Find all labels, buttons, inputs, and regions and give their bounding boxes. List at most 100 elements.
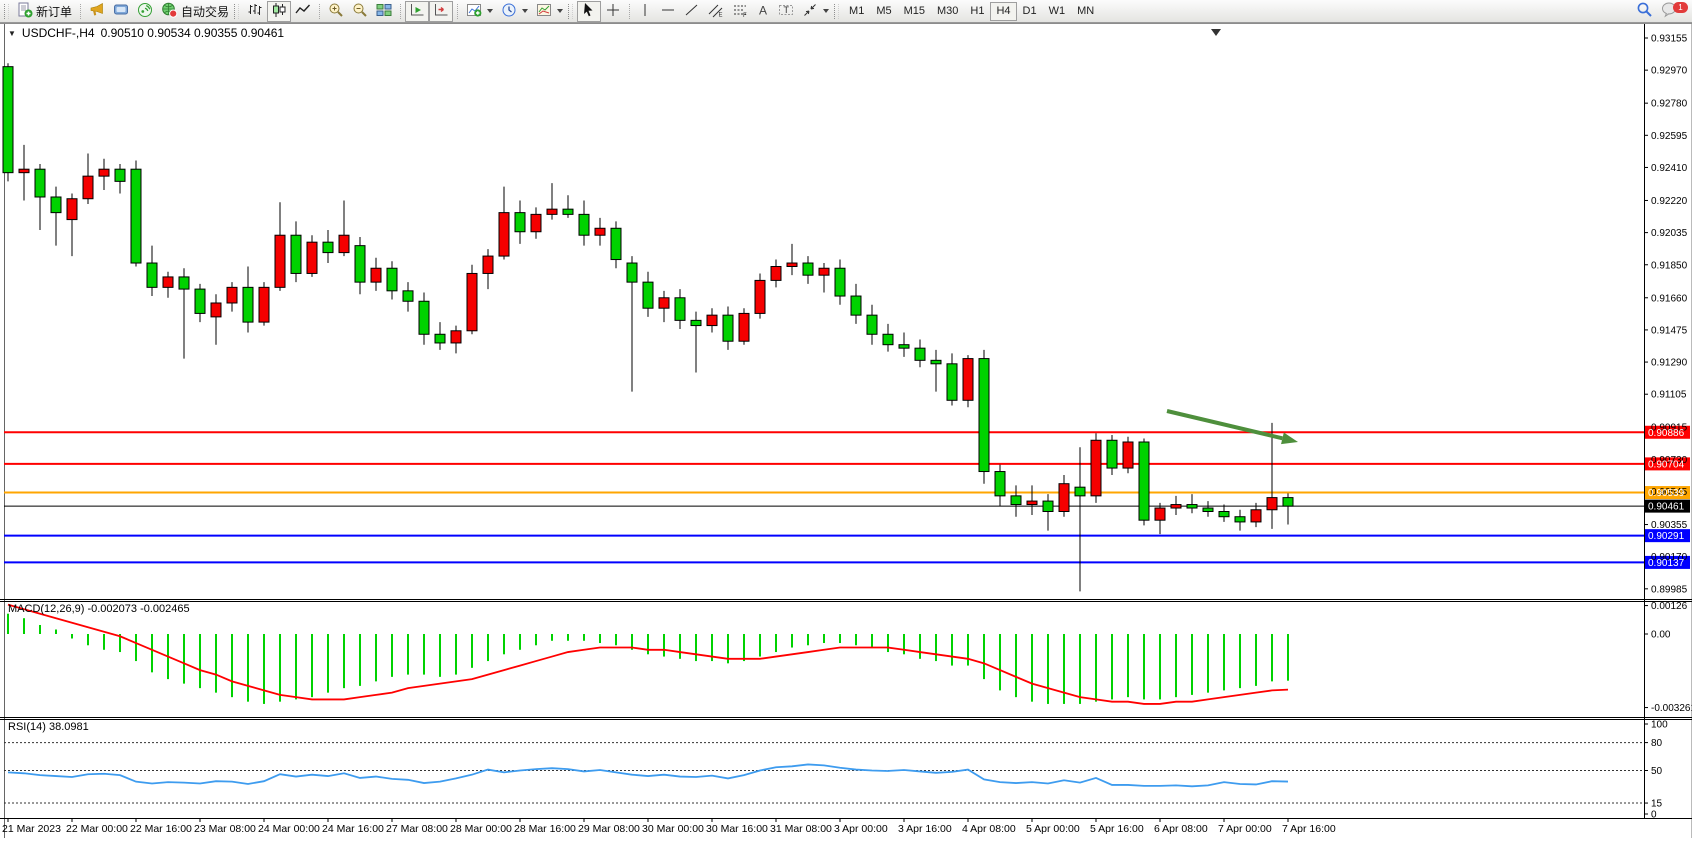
text-label-button[interactable]: T — [774, 1, 798, 22]
chevron-down-icon — [522, 9, 529, 13]
notification-badge: 1 — [1673, 2, 1688, 13]
svg-text:6 Apr 08:00: 6 Apr 08:00 — [1154, 823, 1208, 835]
svg-text:0.90915: 0.90915 — [1651, 423, 1688, 434]
search-icon — [1636, 1, 1653, 21]
symbol-dropdown-icon[interactable]: ▼ — [8, 28, 16, 38]
svg-text:7 Apr 00:00: 7 Apr 00:00 — [1218, 823, 1272, 835]
timeframe-button-M1[interactable]: M1 — [849, 5, 865, 17]
svg-text:4 Apr 08:00: 4 Apr 08:00 — [962, 823, 1016, 835]
time-axis — [7, 818, 1289, 822]
timeframe-button-M5[interactable]: M5 — [876, 5, 892, 17]
svg-text:0.93155: 0.93155 — [1651, 34, 1688, 45]
svg-text:0.90461: 0.90461 — [1648, 502, 1685, 513]
svg-text:0.91850: 0.91850 — [1651, 260, 1688, 271]
line-chart-button[interactable] — [291, 1, 315, 22]
horizontal-level-lines[interactable] — [4, 431, 1644, 564]
svg-text:0.91105: 0.91105 — [1651, 390, 1687, 401]
svg-text:0.89985: 0.89985 — [1651, 584, 1688, 595]
tile-windows-button[interactable] — [372, 1, 396, 22]
timeframe-button-D1[interactable]: D1 — [1022, 5, 1037, 17]
cursor-button[interactable] — [577, 0, 602, 22]
svg-text:0.90291: 0.90291 — [1648, 531, 1685, 542]
svg-text:3 Apr 00:00: 3 Apr 00:00 — [834, 823, 888, 835]
toolbar-grip[interactable] — [4, 3, 9, 19]
timeframe-button-W1[interactable]: W1 — [1048, 5, 1066, 17]
vertical-line-button[interactable] — [634, 1, 656, 22]
trendline-button[interactable] — [680, 1, 704, 22]
svg-text:30 Mar 00:00: 30 Mar 00:00 — [642, 823, 704, 835]
svg-text:100: 100 — [1651, 720, 1668, 731]
svg-text:15: 15 — [1651, 799, 1663, 810]
periods-button[interactable] — [497, 1, 532, 22]
timeframe-button-M15[interactable]: M15 — [903, 5, 925, 17]
svg-text:0.90170: 0.90170 — [1651, 552, 1688, 563]
svg-text:31 Mar 08:00: 31 Mar 08:00 — [770, 823, 832, 835]
svg-text:0.90137: 0.90137 — [1648, 558, 1685, 569]
horizontal-line-button[interactable] — [656, 1, 680, 22]
bar-chart-icon — [247, 2, 263, 21]
rsi-panel[interactable] — [4, 723, 1648, 815]
svg-text:27 Mar 08:00: 27 Mar 08:00 — [386, 823, 448, 835]
timeframe-button-H4[interactable]: H4 — [990, 1, 1017, 21]
signals-icon — [137, 2, 153, 21]
svg-text:0.90886: 0.90886 — [1648, 428, 1685, 439]
zoom-in-icon — [328, 2, 344, 21]
svg-text:28 Mar 16:00: 28 Mar 16:00 — [514, 823, 576, 835]
text-label-icon: T — [778, 2, 794, 21]
svg-text:0.92970: 0.92970 — [1651, 66, 1688, 77]
toolbar-grip[interactable] — [834, 3, 840, 19]
horizontal-line-icon — [660, 2, 676, 21]
chart-canvas[interactable]: 0.93155 0.92970 0.92780 0.92595 0.92410 0.922… — [0, 23, 1692, 849]
auto-trading-globe-icon — [161, 2, 178, 21]
templates-button[interactable] — [532, 1, 567, 22]
svg-text:0.92595: 0.92595 — [1651, 131, 1688, 142]
arrows-button[interactable] — [798, 1, 833, 22]
channel-button[interactable]: E — [704, 1, 728, 22]
bar-chart-button[interactable] — [243, 1, 267, 22]
auto-scroll-button[interactable] — [405, 0, 430, 22]
chart-shift-button[interactable] — [429, 0, 454, 22]
timeframe-button-M30[interactable]: M30 — [937, 5, 959, 17]
svg-text:0.92410: 0.92410 — [1651, 163, 1688, 174]
channel-icon: E — [708, 2, 724, 21]
svg-text:3 Apr 16:00: 3 Apr 16:00 — [898, 823, 952, 835]
timeframe-button-MN[interactable]: MN — [1077, 5, 1095, 17]
search-button[interactable] — [1632, 1, 1657, 22]
zoom-out-button[interactable] — [348, 1, 372, 22]
svg-text:T: T — [784, 5, 790, 15]
auto-trading-label: 自动交易 — [181, 4, 230, 19]
svg-text:0.90355: 0.90355 — [1651, 520, 1688, 531]
toolbar-grip[interactable] — [568, 3, 574, 19]
candlesticks[interactable] — [2, 63, 1294, 592]
indicators-button[interactable] — [462, 1, 497, 22]
tile-windows-icon — [376, 2, 392, 21]
text-button[interactable]: A — [752, 1, 774, 22]
candlestick-chart-button[interactable] — [267, 0, 292, 22]
new-order-button[interactable]: 新订单 — [13, 1, 76, 22]
toolbar-grip[interactable] — [234, 3, 240, 19]
svg-text:F: F — [743, 13, 747, 18]
chart-shift-marker[interactable] — [1211, 29, 1221, 36]
community-button[interactable] — [109, 1, 133, 22]
svg-text:24 Mar 00:00: 24 Mar 00:00 — [258, 823, 320, 835]
macd-panel[interactable] — [7, 603, 1648, 709]
horn-button[interactable] — [85, 1, 109, 22]
signals-button[interactable] — [133, 1, 157, 22]
main-toolbar: 新订单 自动交易 E F A T — [0, 0, 1692, 23]
svg-text:28 Mar 00:00: 28 Mar 00:00 — [450, 823, 512, 835]
zoom-in-button[interactable] — [324, 1, 348, 22]
svg-text:5 Apr 00:00: 5 Apr 00:00 — [1026, 823, 1080, 835]
trend-arrow-annotation[interactable] — [1166, 409, 1298, 445]
timeframe-button-H1[interactable]: H1 — [970, 5, 985, 17]
svg-text:0.90704: 0.90704 — [1648, 459, 1685, 470]
svg-text:24 Mar 16:00: 24 Mar 16:00 — [322, 823, 384, 835]
svg-text:22 Mar 00:00: 22 Mar 00:00 — [66, 823, 128, 835]
notifications-button[interactable]: 1 — [1657, 1, 1689, 21]
vertical-line-icon — [638, 2, 652, 21]
auto-trading-button[interactable]: 自动交易 — [157, 1, 233, 22]
auto-scroll-icon — [409, 2, 425, 21]
rsi-indicator-label: RSI(14) 38.0981 — [8, 721, 89, 733]
crosshair-button[interactable] — [601, 1, 625, 22]
fibonacci-button[interactable]: F — [728, 1, 752, 22]
